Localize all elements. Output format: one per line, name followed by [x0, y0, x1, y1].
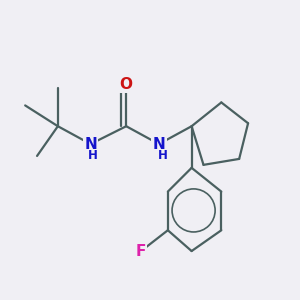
Text: O: O [120, 77, 133, 92]
Text: F: F [136, 244, 146, 259]
Text: N: N [84, 136, 97, 152]
Text: H: H [88, 149, 98, 162]
Text: N: N [152, 136, 165, 152]
Text: H: H [158, 149, 167, 162]
